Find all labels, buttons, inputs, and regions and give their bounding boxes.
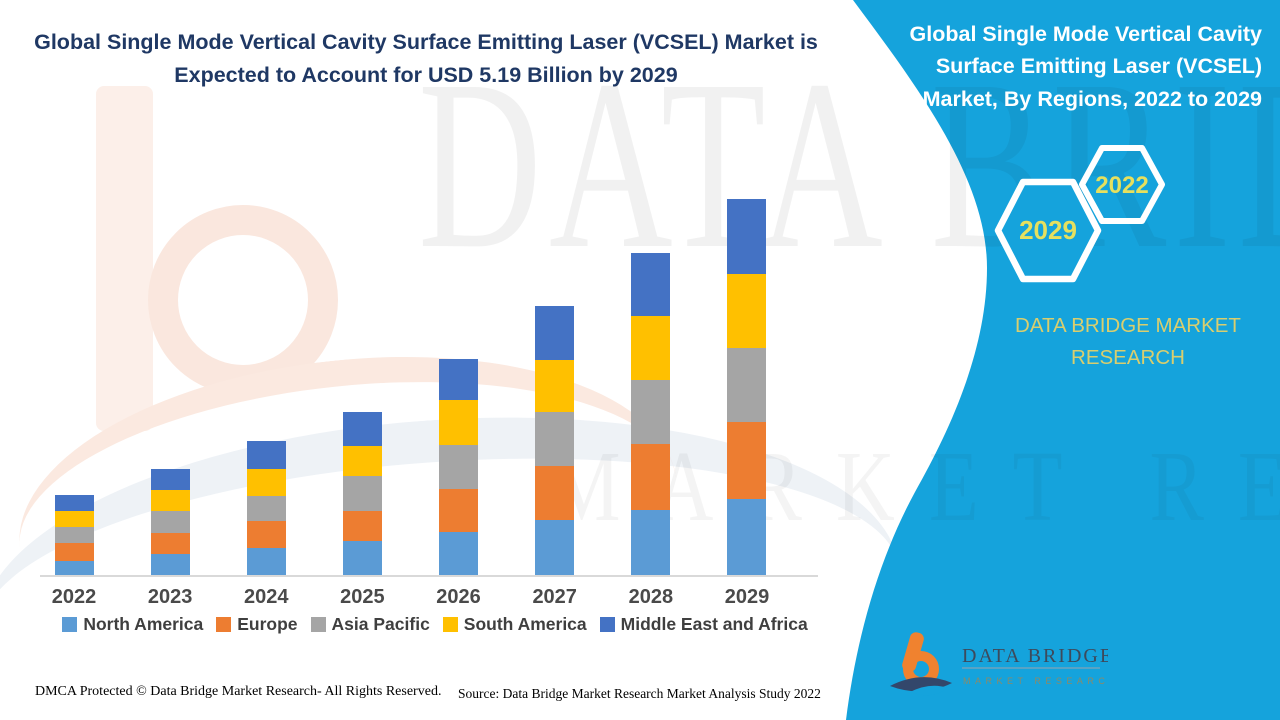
hexagon-2022-label: 2022 bbox=[1095, 172, 1148, 199]
dmca-notice: DMCA Protected © Data Bridge Market Rese… bbox=[35, 684, 442, 699]
x-axis-label-2025: 2025 bbox=[340, 586, 385, 608]
databridge-logo: DATA BRIDGE MARKET RESEARCH bbox=[890, 632, 1108, 696]
legend-label: North America bbox=[83, 614, 204, 634]
x-axis-label-2022: 2022 bbox=[51, 586, 97, 608]
bar-segment-north-america bbox=[439, 531, 479, 575]
bar-segment-europe bbox=[535, 466, 575, 520]
bar-segment-middle-east-and-africa bbox=[54, 495, 94, 512]
brand-caption-line-1: DATA BRIDGE MARKET bbox=[1015, 314, 1241, 337]
bar-segment-middle-east-and-africa bbox=[727, 199, 767, 275]
bar-segment-europe bbox=[54, 543, 94, 562]
x-axis-label-2028: 2028 bbox=[628, 586, 674, 608]
stacked-bar-2026 bbox=[439, 359, 479, 575]
bar-segment-asia-pacific bbox=[54, 527, 94, 544]
x-axis-line bbox=[40, 575, 818, 577]
x-axis-label-2024: 2024 bbox=[244, 586, 289, 608]
bar-segment-north-america bbox=[246, 548, 286, 575]
stacked-bar-2024 bbox=[246, 441, 286, 575]
logo-text: DATA BRIDGE bbox=[962, 645, 1108, 667]
logo-subtext: MARKET RESEARCH bbox=[963, 676, 1108, 686]
watermark-logo-stem bbox=[96, 86, 153, 431]
bar-segment-middle-east-and-africa bbox=[342, 412, 382, 447]
bar-segment-asia-pacific bbox=[246, 496, 286, 522]
bar-segment-south-america bbox=[727, 274, 767, 349]
panel-title-line-2: Surface Emitting Laser (VCSEL) bbox=[935, 54, 1262, 79]
legend-label: Middle East and Africa bbox=[620, 614, 808, 634]
bar-segment-asia-pacific bbox=[535, 412, 575, 467]
hexagon-2029: 2029 bbox=[994, 178, 1102, 283]
x-axis-label-2027: 2027 bbox=[532, 586, 577, 608]
logo-b-icon bbox=[890, 632, 952, 696]
x-axis-label-2029: 2029 bbox=[724, 586, 770, 608]
source-note: Source: Data Bridge Market Research Mark… bbox=[458, 686, 821, 701]
bar-segment-south-america bbox=[54, 511, 94, 528]
bar-segment-asia-pacific bbox=[342, 476, 382, 511]
stacked-bar-2023 bbox=[150, 469, 190, 575]
bar-segment-europe bbox=[727, 422, 767, 499]
bar-segment-middle-east-and-africa bbox=[246, 441, 286, 470]
stacked-bar-2022 bbox=[54, 495, 94, 575]
bar-segment-north-america bbox=[54, 561, 94, 575]
legend-item-asia-pacific: Asia Pacific bbox=[310, 614, 430, 635]
bar-segment-south-america bbox=[535, 359, 575, 412]
bar-segment-europe bbox=[631, 443, 671, 510]
panel-title-line-1: Global Single Mode Vertical Cavity bbox=[909, 22, 1262, 46]
bar-segment-europe bbox=[342, 510, 382, 541]
brand-caption: DATA BRIDGE MARKET RESEARCH bbox=[985, 310, 1271, 374]
bar-segment-asia-pacific bbox=[727, 348, 767, 423]
page-title-line-2: Expected to Account for USD 5.19 Billion… bbox=[174, 63, 678, 88]
bar-segment-north-america bbox=[342, 540, 382, 575]
chart-legend: North America Europe Asia Pacific South Ame… bbox=[15, 614, 855, 635]
hexagon-badges: 2022 2029 bbox=[994, 145, 1165, 283]
legend-marker-icon bbox=[62, 617, 78, 632]
panel-title: Global Single Mode Vertical Cavity Surfa… bbox=[878, 18, 1268, 115]
legend-label: Asia Pacific bbox=[331, 614, 430, 634]
bar-segment-south-america bbox=[342, 446, 382, 477]
legend-item-europe: Europe bbox=[216, 614, 298, 635]
legend-marker-icon bbox=[310, 617, 326, 632]
page-title-line-1: Global Single Mode Vertical Cavity Surfa… bbox=[34, 30, 818, 54]
bar-segment-north-america bbox=[631, 509, 671, 575]
legend-label: Europe bbox=[237, 614, 298, 634]
legend-marker-icon bbox=[599, 617, 615, 632]
page-title: Global Single Mode Vertical Cavity Surfa… bbox=[10, 26, 842, 93]
legend-label: South America bbox=[463, 614, 587, 634]
stacked-bar-2025 bbox=[342, 412, 382, 575]
legend-marker-icon bbox=[442, 617, 458, 632]
bar-segment-europe bbox=[150, 532, 190, 554]
bar-segment-europe bbox=[246, 521, 286, 549]
stacked-bar-2029 bbox=[727, 199, 767, 575]
bar-segment-north-america bbox=[150, 553, 190, 575]
bar-segment-north-america bbox=[535, 519, 575, 575]
bar-segment-europe bbox=[439, 488, 479, 532]
panel-title-line-3: Market, By Regions, 2022 to 2029 bbox=[922, 86, 1262, 111]
bar-segment-middle-east-and-africa bbox=[439, 359, 479, 401]
bar-segment-middle-east-and-africa bbox=[631, 253, 671, 317]
bar-segment-asia-pacific bbox=[631, 380, 671, 444]
stacked-bar-2027 bbox=[535, 306, 575, 575]
watermark-text-databridge: DATA BRIDGE bbox=[418, 30, 1280, 300]
stacked-bar-2028 bbox=[631, 253, 671, 575]
legend-marker-icon bbox=[216, 617, 232, 632]
bar-segment-south-america bbox=[150, 490, 190, 512]
legend-item-middle-east-and-africa: Middle East and Africa bbox=[599, 614, 808, 635]
brand-caption-line-2: RESEARCH bbox=[1071, 345, 1185, 369]
bar-segment-middle-east-and-africa bbox=[150, 469, 190, 491]
hexagon-2022: 2022 bbox=[1079, 145, 1165, 224]
bar-segment-south-america bbox=[439, 400, 479, 445]
x-axis-label-2026: 2026 bbox=[436, 586, 481, 608]
bar-segment-north-america bbox=[727, 498, 767, 575]
bar-segment-asia-pacific bbox=[150, 511, 190, 533]
hexagon-2029-label: 2029 bbox=[1019, 215, 1077, 245]
bar-segment-south-america bbox=[631, 316, 671, 381]
bar-segment-south-america bbox=[246, 469, 286, 497]
bar-segment-asia-pacific bbox=[439, 444, 479, 489]
x-axis-label-2023: 2023 bbox=[147, 586, 193, 608]
legend-item-north-america: North America bbox=[62, 614, 203, 635]
legend-item-south-america: South America bbox=[442, 614, 587, 635]
bar-segment-middle-east-and-africa bbox=[535, 306, 575, 360]
